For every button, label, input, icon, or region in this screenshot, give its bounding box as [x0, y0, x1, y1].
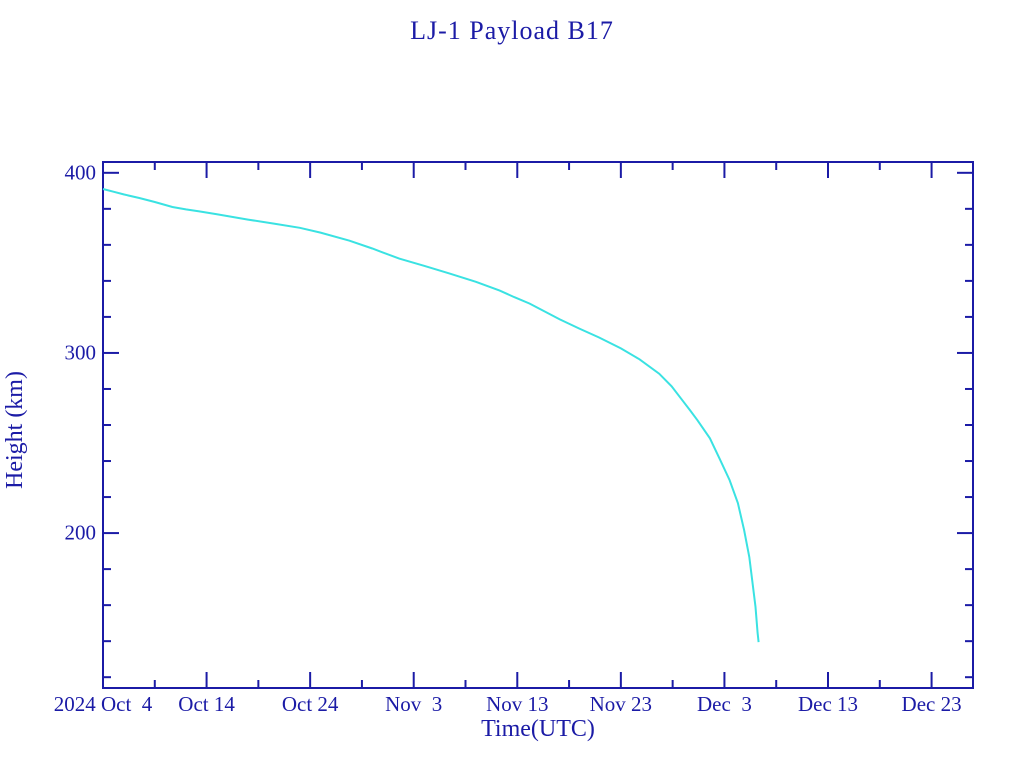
x-tick-label: 2024 Oct 4: [53, 692, 153, 716]
plot-frame: [102, 161, 974, 689]
y-tick-label: 400: [64, 160, 97, 185]
x-tick-label: Dec 23: [901, 692, 962, 716]
x-tick-label: Nov 3: [385, 692, 443, 716]
x-axis-title: Time(UTC): [481, 716, 595, 742]
chart-title: LJ-1 Payload B17: [410, 16, 614, 45]
y-tick-label: 300: [64, 340, 97, 365]
x-tick-label: Oct 24: [281, 692, 339, 716]
decay-curve-orbital-height: [102, 188, 760, 643]
x-tick-label: Nov 23: [589, 692, 653, 716]
x-tick-label: Dec 3: [697, 692, 752, 716]
y-axis-title: Height (km): [2, 371, 28, 489]
x-tick-label: Nov 13: [486, 692, 549, 716]
y-tick-label: 200: [64, 520, 97, 545]
x-tick-label: Oct 14: [178, 692, 235, 716]
x-tick-label: Dec 13: [797, 692, 859, 716]
